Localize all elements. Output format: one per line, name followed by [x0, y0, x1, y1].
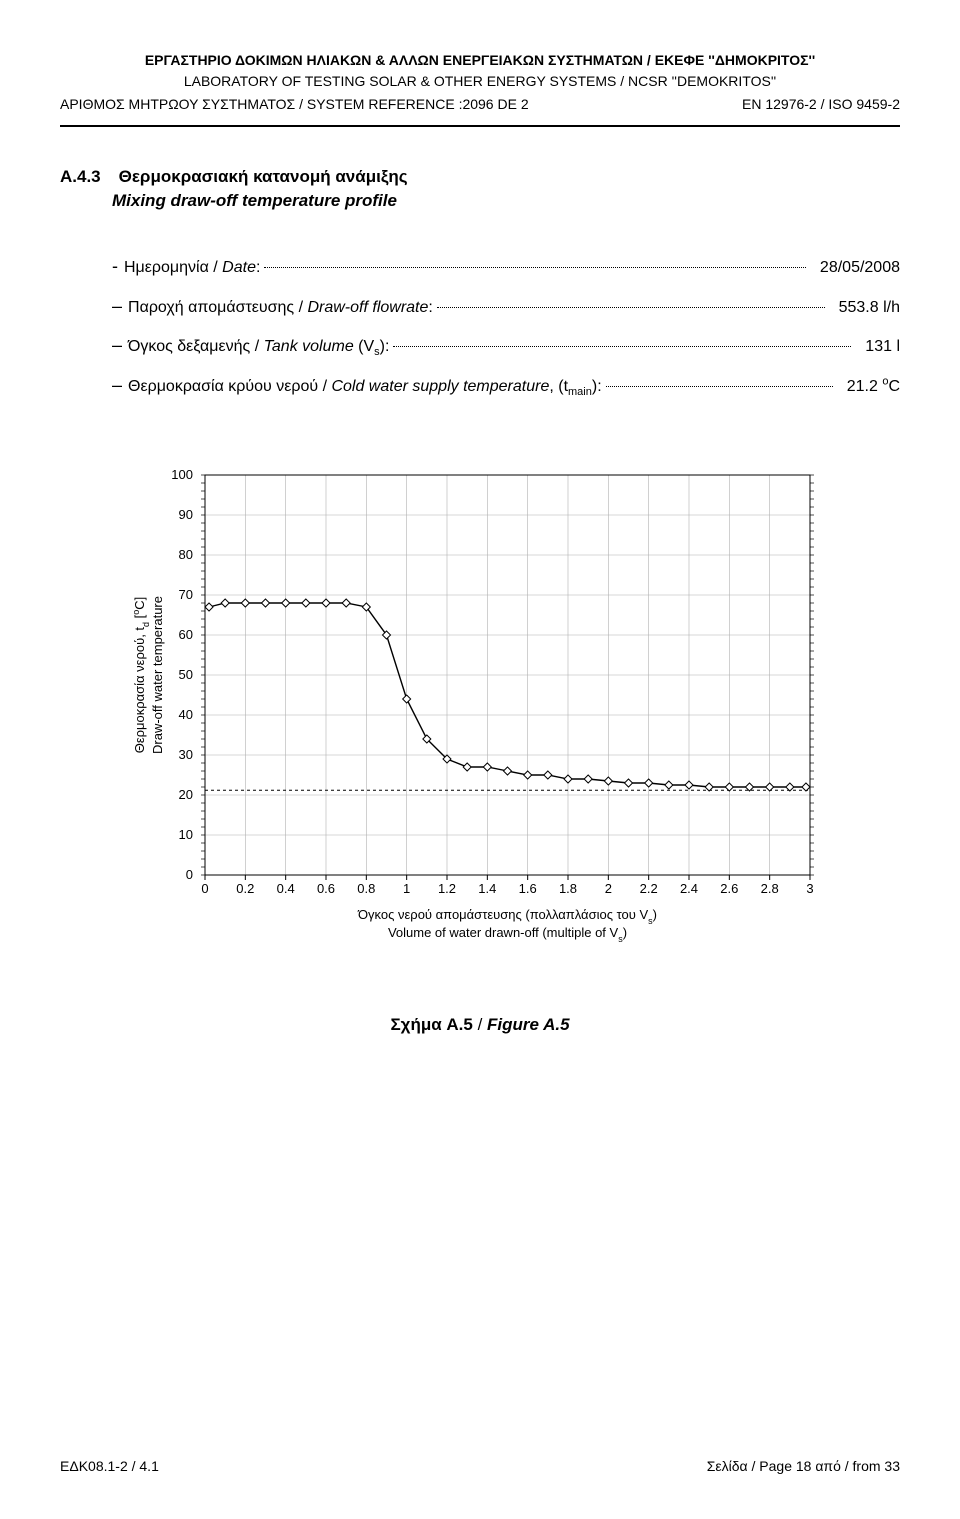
params-block: -Ημερομηνία / Date: 28/05/2008 –Παροχή α…	[112, 247, 900, 405]
svg-text:70: 70	[179, 587, 193, 602]
svg-text:80: 80	[179, 547, 193, 562]
svg-text:1.6: 1.6	[519, 881, 537, 896]
page-header: ΕΡΓΑΣΤΗΡΙΟ ΔΟΚΙΜΩΝ ΗΛΙΑΚΩΝ & ΑΛΛΩΝ ΕΝΕΡΓ…	[60, 50, 900, 115]
svg-text:20: 20	[179, 787, 193, 802]
param-date-value: 28/05/2008	[820, 250, 900, 285]
svg-text:0.8: 0.8	[357, 881, 375, 896]
svg-text:0.2: 0.2	[236, 881, 254, 896]
drawoff-chart: 0 0.2 0.4 0.6 0.8 1 1.2 1.4 1.6 1.8 2 2.2 2.4 2.6 2.8 3…	[120, 455, 840, 975]
param-flow: –Παροχή απομάστευσης / Draw-off flowrate…	[112, 287, 900, 327]
svg-text:2: 2	[605, 881, 612, 896]
param-vol-value: 131 l	[865, 329, 900, 364]
header-line-en: LABORATORY OF TESTING SOLAR & OTHER ENER…	[60, 71, 900, 92]
param-tmain: –Θερμοκρασία κρύου νερού / Cold water su…	[112, 366, 900, 406]
svg-text:0.4: 0.4	[277, 881, 295, 896]
svg-text:1.2: 1.2	[438, 881, 456, 896]
svg-text:Draw-off water temperature: Draw-off water temperature	[150, 596, 165, 754]
section-number: A.4.3	[60, 167, 101, 187]
svg-text:1.8: 1.8	[559, 881, 577, 896]
header-line-gr: ΕΡΓΑΣΤΗΡΙΟ ΔΟΚΙΜΩΝ ΗΛΙΑΚΩΝ & ΑΛΛΩΝ ΕΝΕΡΓ…	[60, 50, 900, 71]
svg-text:10: 10	[179, 827, 193, 842]
section-title-en: Mixing draw-off temperature profile	[112, 191, 900, 211]
svg-text:1: 1	[403, 881, 410, 896]
footer-left: ΕΔΚ08.1-2 / 4.1	[60, 1458, 159, 1474]
param-tmain-value: 21.2 oC	[847, 369, 900, 404]
svg-text:50: 50	[179, 667, 193, 682]
svg-text:2.2: 2.2	[640, 881, 658, 896]
svg-text:1.4: 1.4	[478, 881, 496, 896]
svg-text:Θερμοκρασία νερού, td [oC]: Θερμοκρασία νερού, td [oC]	[131, 597, 151, 754]
page-footer: ΕΔΚ08.1-2 / 4.1 Σελίδα / Page 18 από / f…	[60, 1458, 900, 1474]
svg-text:30: 30	[179, 747, 193, 762]
section-heading: A.4.3 Θερμοκρασιακή κατανομή ανάμιξης	[60, 167, 900, 187]
svg-text:3: 3	[806, 881, 813, 896]
svg-text:0: 0	[186, 867, 193, 882]
svg-text:2.6: 2.6	[720, 881, 738, 896]
param-flow-value: 553.8 l/h	[839, 290, 900, 325]
footer-right: Σελίδα / Page 18 από / from 33	[707, 1458, 900, 1474]
svg-text:100: 100	[171, 467, 193, 482]
svg-text:60: 60	[179, 627, 193, 642]
figure-caption: Σχήμα A.5 / Figure A.5	[60, 1015, 900, 1035]
param-vol: –Όγκος δεξαμενής / Tank volume (Vs): 131…	[112, 326, 900, 366]
svg-text:2.8: 2.8	[761, 881, 779, 896]
header-sysref: ΑΡΙΘΜΟΣ ΜΗΤΡΩΟΥ ΣΥΣΤΗΜΑΤΟΣ / SYSTEM REFE…	[60, 94, 529, 115]
svg-text:0: 0	[201, 881, 208, 896]
section-title-gr: Θερμοκρασιακή κατανομή ανάμιξης	[119, 167, 408, 187]
param-date: -Ημερομηνία / Date: 28/05/2008	[112, 247, 900, 287]
header-standard: EN 12976-2 / ISO 9459-2	[742, 94, 900, 115]
svg-text:Volume of water drawn-off (mul: Volume of water drawn-off (multiple of V…	[388, 925, 627, 944]
svg-text:90: 90	[179, 507, 193, 522]
header-rule	[60, 125, 900, 127]
svg-text:2.4: 2.4	[680, 881, 698, 896]
svg-text:Όγκος νερού απομάστευσης (πολλ: Όγκος νερού απομάστευσης (πολλαπλάσιος τ…	[357, 907, 657, 926]
svg-text:40: 40	[179, 707, 193, 722]
svg-text:0.6: 0.6	[317, 881, 335, 896]
